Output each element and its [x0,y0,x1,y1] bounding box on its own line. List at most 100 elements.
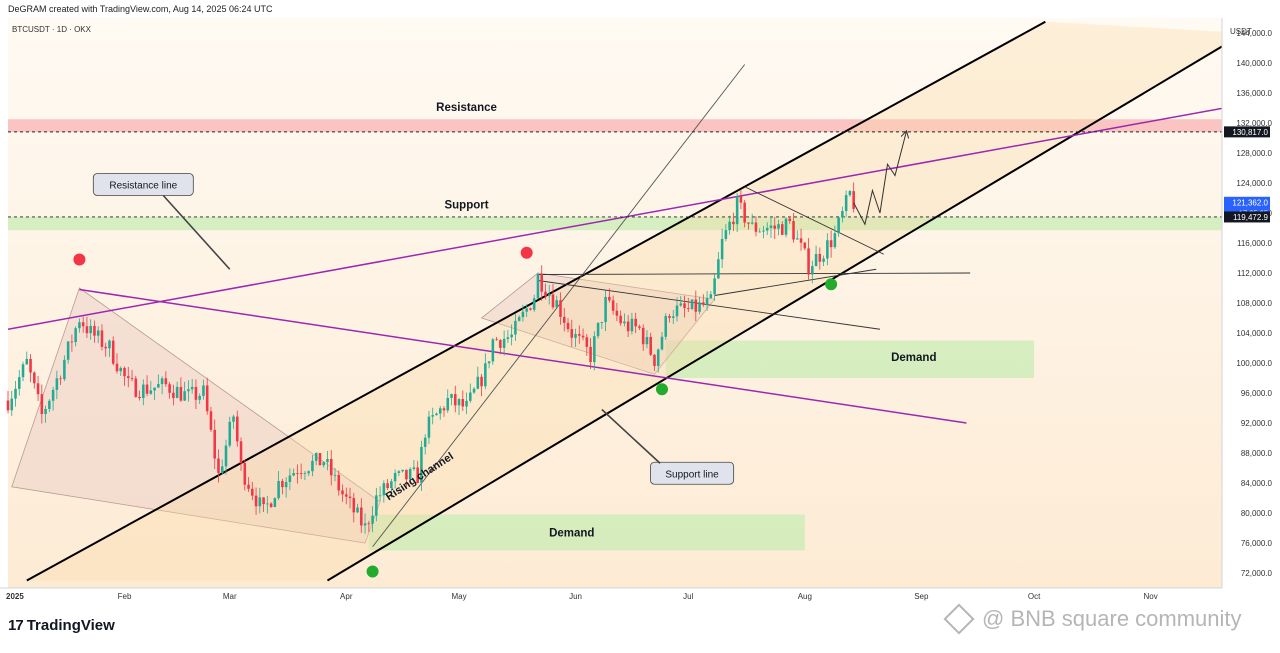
candle-body [506,337,510,339]
candle-body [679,303,683,306]
trendline-range-lower [537,280,881,330]
zones-layer [8,119,1222,551]
candle-body [694,299,698,312]
callout-label: Resistance line [109,181,177,192]
candle [525,304,528,317]
candle [194,379,198,410]
candle-body [157,384,160,388]
candle-body [235,416,239,442]
candle [634,312,637,334]
candle [93,320,96,343]
y-axis-panel[interactable] [1222,18,1280,588]
candle [435,412,438,416]
candle [89,319,92,340]
candle-body [209,411,213,430]
candle [96,326,100,344]
candle [100,324,104,351]
candle [649,332,652,357]
candle [247,477,250,492]
candle-body [348,496,352,499]
candle [420,440,423,491]
candle-body [769,225,773,228]
candle [694,290,698,322]
x-tick-label: Oct [1028,592,1041,601]
candle [574,328,577,347]
candle-body [641,327,645,345]
candle-body [735,196,739,225]
candle [750,213,754,225]
candle [641,324,645,351]
candle [262,497,265,513]
candle-body [491,339,495,362]
candle-body [322,462,325,466]
candle-body [333,474,337,476]
callout-5[interactable]: Resistance line [92,173,194,196]
candle [205,377,209,415]
candle [476,366,480,390]
candle-body [78,322,81,329]
candle [17,369,21,396]
header-credit: DeGRAM created with TradingView.com, Aug… [8,4,273,14]
candle-body [126,376,130,379]
candle-body [360,507,363,526]
candle-body [593,336,596,363]
candle-body [93,325,96,336]
candle-body [690,299,694,309]
candle [111,336,115,366]
y-tick-label: 100,000.0 [1236,359,1272,368]
candle [446,389,450,413]
candle-body [299,473,303,475]
candle [683,295,686,318]
candle-body [401,469,404,472]
candle-body [566,322,570,330]
candle [284,477,288,498]
trendline-range-top [537,272,971,275]
candle [826,233,829,266]
candle-body [367,523,371,525]
candle-body [578,334,581,336]
callout-6[interactable]: Support line [650,461,735,485]
candle [48,399,51,413]
candle-body [194,386,198,400]
candle-body [205,385,209,412]
candle [585,333,589,356]
candle-body [653,354,656,366]
x-tick-label: Sep [914,592,929,601]
tradingview-logo-text: TradingView [26,617,115,634]
candle [596,322,600,339]
candle-body [130,378,134,379]
candle-body [427,416,431,438]
candle [626,315,630,338]
candle [453,385,457,413]
watermark-text: @ BNB square community [982,606,1242,631]
candle [660,331,664,351]
candle-body [581,335,585,338]
candle [412,460,416,471]
candle-body [284,482,288,488]
candle [758,228,761,233]
candle-body [408,468,412,480]
candle [217,449,220,483]
candle [671,309,675,324]
candle [397,470,401,477]
candle [754,216,758,237]
candle-body [6,400,10,411]
candle [104,342,108,357]
candle [619,310,622,326]
candle [589,337,592,369]
tradingview-logo[interactable]: 17 TradingView [8,617,115,634]
candle [258,487,262,514]
candle-body [656,349,660,366]
markers-layer [73,246,838,578]
candle [360,498,363,533]
candle-body [728,221,731,231]
candle [367,520,371,533]
candle [491,337,495,365]
x-axis-panel[interactable] [0,588,1280,608]
candle [356,503,359,514]
candle-body [675,305,679,317]
candle-body [780,224,784,235]
